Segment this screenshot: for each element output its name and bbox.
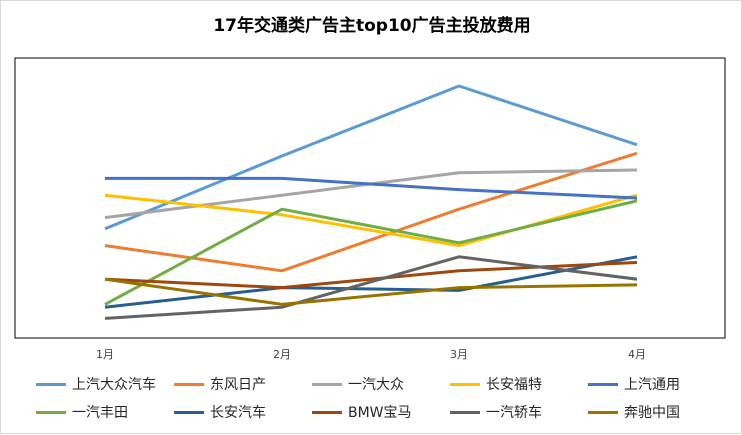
legend-item: 奔驰中国 xyxy=(588,402,726,422)
x-tick-label: 2月 xyxy=(273,348,291,361)
legend-swatch xyxy=(36,382,66,386)
legend-swatch xyxy=(450,382,480,386)
legend-item: 长安福特 xyxy=(450,374,588,394)
legend: 上汽大众汽车 东风日产 一汽大众 长安福特 上汽通用一汽丰田 长安汽车 BMW宝马 一汽轿车 奔… xyxy=(36,374,726,422)
x-tick-label: 1月 xyxy=(96,348,114,361)
legend-swatch xyxy=(312,382,342,386)
series-line-9 xyxy=(104,277,638,306)
legend-swatch xyxy=(588,382,618,386)
series-line-7 xyxy=(104,260,638,290)
legend-label: 一汽丰田 xyxy=(72,405,128,421)
legend-swatch xyxy=(174,382,204,386)
series-line-5 xyxy=(104,199,638,306)
x-tick-label: 3月 xyxy=(450,348,468,361)
x-tick-label: 4月 xyxy=(628,348,646,361)
series-line-8 xyxy=(104,255,638,320)
legend-item: BMW宝马 xyxy=(312,402,450,422)
legend-item: 东风日产 xyxy=(174,374,312,394)
legend-label: BMW宝马 xyxy=(348,405,412,421)
legend-item: 上汽大众汽车 xyxy=(36,374,174,394)
legend-label: 上汽大众汽车 xyxy=(72,377,156,393)
legend-label: 上汽通用 xyxy=(624,377,680,393)
legend-swatch xyxy=(450,410,480,414)
legend-swatch xyxy=(36,410,66,414)
legend-item: 长安汽车 xyxy=(174,402,312,422)
legend-swatch xyxy=(312,410,342,414)
legend-item: 一汽轿车 xyxy=(450,402,588,422)
legend-label: 长安福特 xyxy=(486,377,542,393)
legend-label: 东风日产 xyxy=(210,377,266,393)
series-line-0 xyxy=(104,84,638,231)
legend-item: 上汽通用 xyxy=(588,374,726,394)
series-line-6 xyxy=(104,255,638,309)
legend-item: 一汽丰田 xyxy=(36,402,174,422)
legend-label: 一汽大众 xyxy=(348,377,404,393)
legend-item: 一汽大众 xyxy=(312,374,450,394)
series-line-4 xyxy=(105,176,638,200)
legend-label: 奔驰中国 xyxy=(624,405,680,421)
legend-swatch xyxy=(588,410,618,414)
legend-label: 长安汽车 xyxy=(210,405,266,421)
plot-frame xyxy=(14,57,726,339)
legend-swatch xyxy=(174,410,204,414)
legend-label: 一汽轿车 xyxy=(486,405,542,421)
chart-title: 17年交通类广告主top10广告主投放费用 xyxy=(213,16,531,36)
